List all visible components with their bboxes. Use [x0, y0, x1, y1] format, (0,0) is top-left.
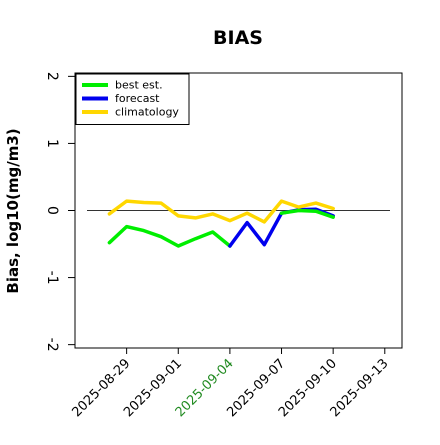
- y-tick-label: 2: [44, 72, 60, 81]
- y-axis-label: Bias, log10(mg/m3): [4, 128, 22, 293]
- y-tick-label: -1: [44, 271, 60, 285]
- y-tick-label: -2: [44, 338, 60, 352]
- legend-label: best est.: [115, 79, 163, 92]
- legend-label: forecast: [115, 92, 160, 105]
- series-line-best-est-continuation: [279, 208, 335, 219]
- y-tick-label: 1: [44, 139, 60, 148]
- chart-title: BIAS: [213, 27, 263, 49]
- legend-label: climatology: [115, 106, 179, 119]
- series-line-best-est: [107, 224, 232, 248]
- y-tick-label: 0: [44, 206, 60, 215]
- series-line-climatology: [107, 199, 335, 224]
